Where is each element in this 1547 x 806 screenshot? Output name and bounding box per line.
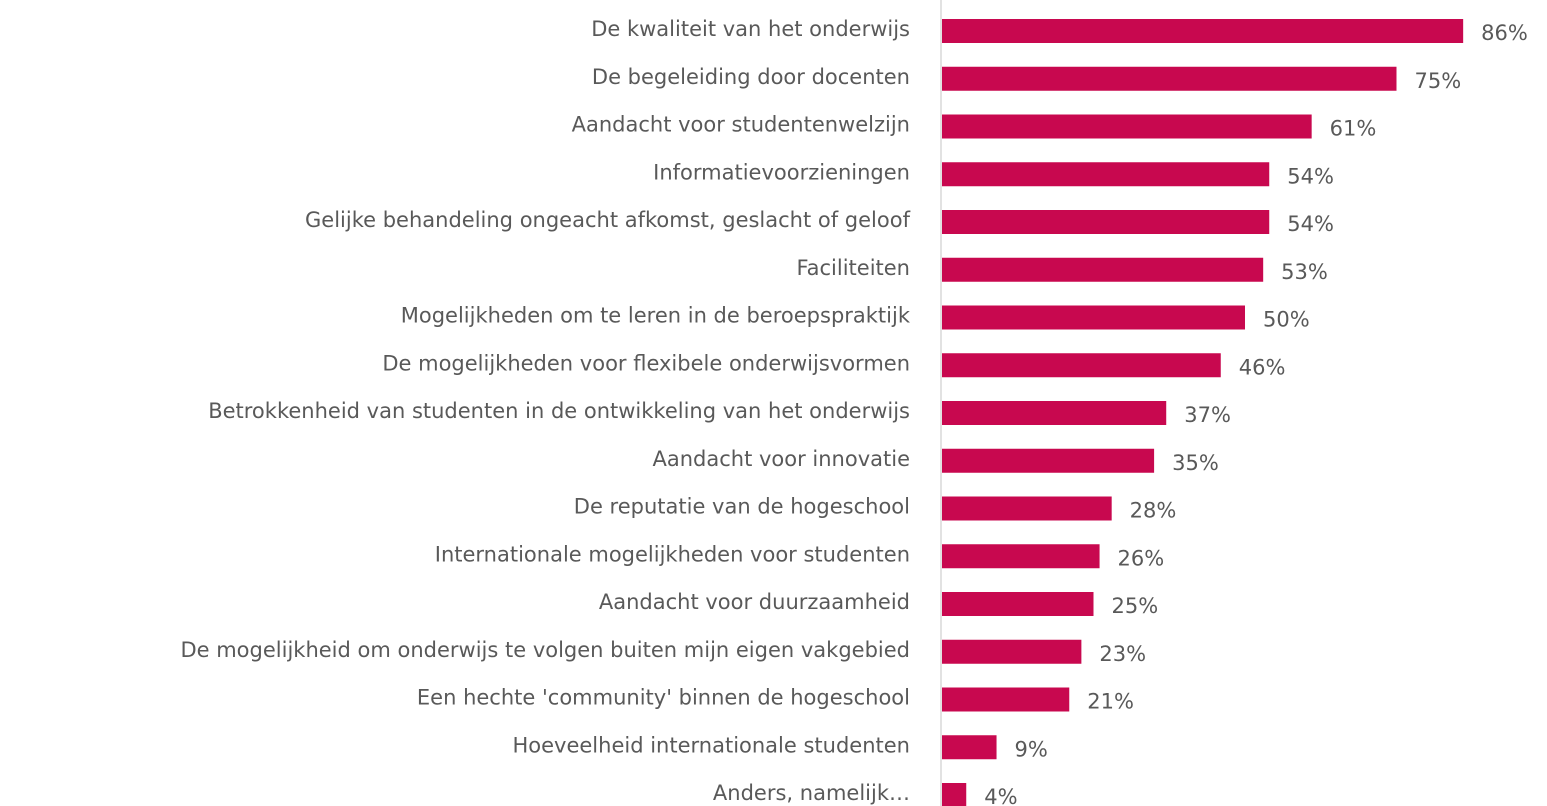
category-label: Gelijke behandeling ongeacht afkomst, ge… [305,208,911,232]
bar [942,448,1155,473]
bar [942,544,1100,569]
bar [942,401,1167,425]
category-label: Informatievoorzieningen [653,160,910,184]
category-label: De mogelijkheid om onderwijs te volgen b… [180,638,910,662]
category-label: De mogelijkheden voor flexibele onderwij… [382,351,910,375]
category-label: Betrokkenheid van studenten in de ontwik… [208,399,910,423]
bar [942,592,1094,616]
value-label: 26% [1118,546,1165,570]
bar [942,353,1221,378]
bar [942,639,1082,664]
value-label: 86% [1481,21,1528,45]
bar [942,496,1112,521]
bar [942,114,1312,139]
bar [942,162,1270,187]
bar [942,210,1270,234]
value-label: 23% [1099,642,1146,666]
value-label: 4% [984,785,1017,806]
category-label: Internationale mogelijkheden voor studen… [435,542,910,566]
value-label: 35% [1172,451,1219,475]
category-label: Anders, namelijk… [713,781,910,805]
value-label: 53% [1281,260,1328,284]
bar [942,257,1264,282]
value-label: 50% [1263,308,1310,332]
bar [942,783,967,806]
category-label: Aandacht voor studentenwelzijn [572,113,910,137]
value-label: 46% [1239,355,1286,379]
value-label: 61% [1330,117,1377,141]
category-label: Aandacht voor innovatie [652,447,910,471]
value-label: 28% [1130,499,1177,523]
value-label: 9% [1015,737,1048,761]
bar [942,735,997,760]
bar [942,687,1070,712]
value-label: 37% [1184,403,1231,427]
category-label: Faciliteiten [796,256,910,280]
bar [942,66,1397,91]
bar [942,19,1464,43]
category-label: De kwaliteit van het onderwijs [591,17,910,41]
category-label: Een hechte 'community' binnen de hogesch… [417,686,910,710]
category-label: De reputatie van de hogeschool [574,495,910,519]
value-label: 75% [1415,69,1462,93]
bar [942,305,1245,330]
category-label: Mogelijkheden om te leren in de beroepsp… [401,304,911,328]
value-label: 21% [1087,690,1134,714]
value-label: 54% [1287,164,1334,188]
value-label: 25% [1112,594,1159,618]
category-label: Aandacht voor duurzaamheid [599,590,910,614]
category-label: De begeleiding door docenten [592,65,910,89]
category-label: Hoeveelheid internationale studenten [512,733,910,757]
value-label: 54% [1287,212,1334,236]
